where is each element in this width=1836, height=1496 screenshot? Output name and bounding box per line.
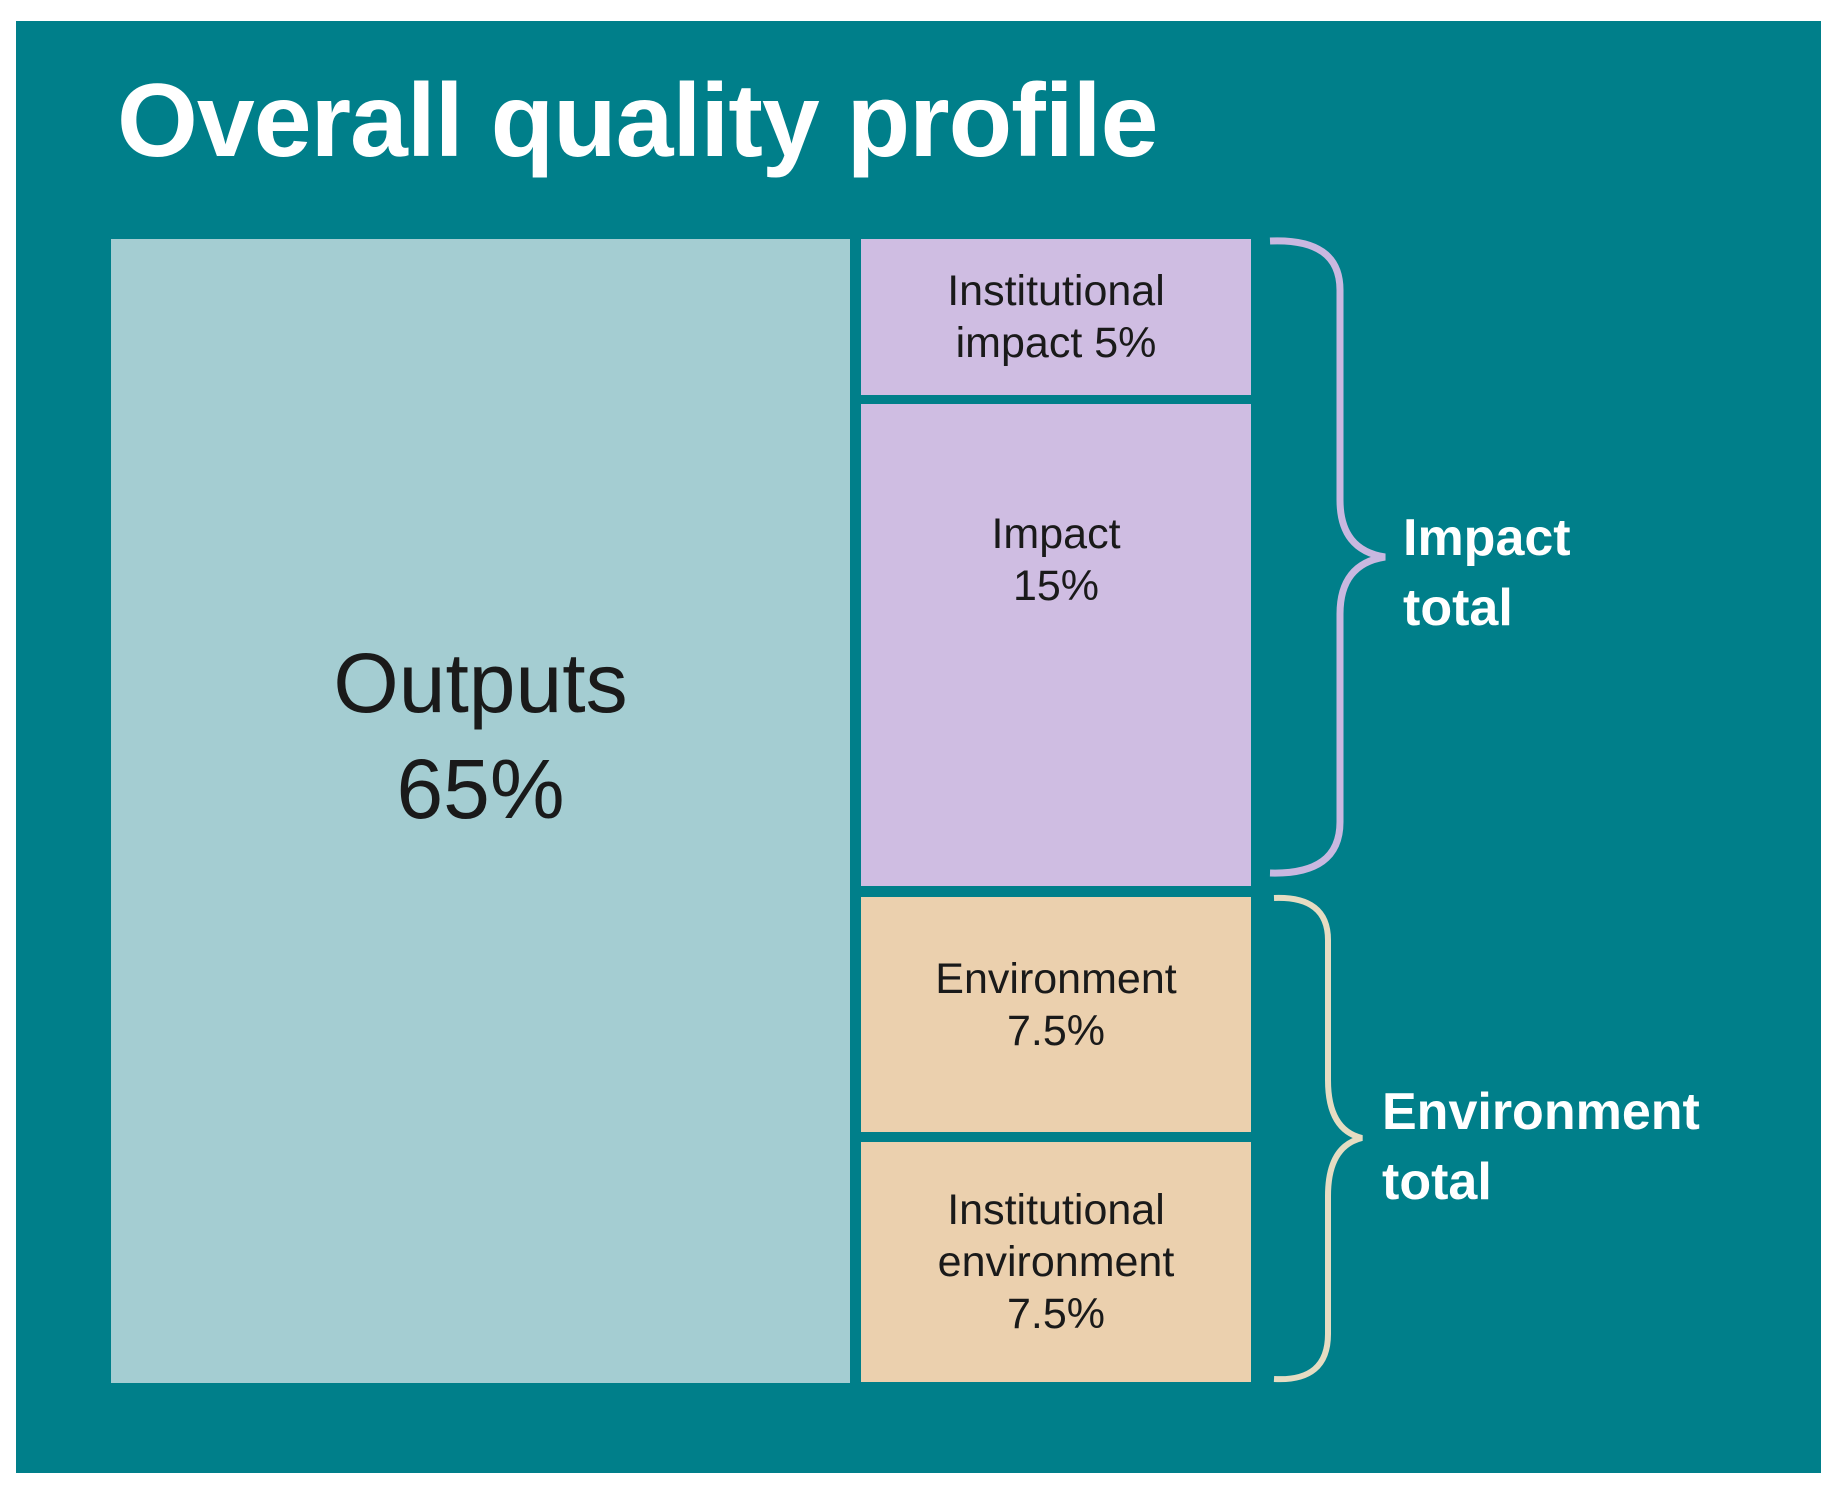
cell-institutional-environment-label-line1: Institutional: [947, 1186, 1165, 1234]
cell-impact: Impact 15%: [861, 404, 1251, 886]
cell-institutional-environment-value: 7.5%: [1006, 1290, 1105, 1338]
cell-outputs-label: Outputs: [333, 636, 628, 730]
impact-total-line2: total: [1403, 579, 1513, 637]
environment-total-label: Environment total: [1382, 1077, 1700, 1217]
impact-brace: [1269, 237, 1386, 877]
cell-institutional-impact-label-line2: impact 5%: [955, 319, 1157, 367]
cell-outputs: Outputs 65%: [111, 239, 850, 1383]
cell-institutional-environment: Institutional environment 7.5%: [861, 1142, 1251, 1382]
impact-total-label: Impact total: [1403, 503, 1571, 643]
environment-total-line1: Environment: [1382, 1083, 1700, 1141]
cell-outputs-value: 65%: [396, 742, 565, 836]
cell-institutional-impact-label-line1: Institutional: [947, 267, 1165, 315]
environment-total-line2: total: [1382, 1153, 1492, 1211]
cell-environment-value: 7.5%: [1006, 1006, 1105, 1055]
cell-institutional-environment-label-line2: environment: [937, 1238, 1175, 1286]
chart-title: Overall quality profile: [117, 63, 1158, 179]
cell-impact-label: Impact: [991, 510, 1121, 558]
cell-environment: Environment 7.5%: [861, 897, 1251, 1132]
cell-environment-label: Environment: [935, 954, 1177, 1003]
environment-brace: [1273, 894, 1363, 1383]
cell-institutional-impact: Institutional impact 5%: [861, 239, 1251, 395]
impact-total-line1: Impact: [1403, 509, 1571, 567]
cell-impact-value: 15%: [1012, 562, 1100, 610]
